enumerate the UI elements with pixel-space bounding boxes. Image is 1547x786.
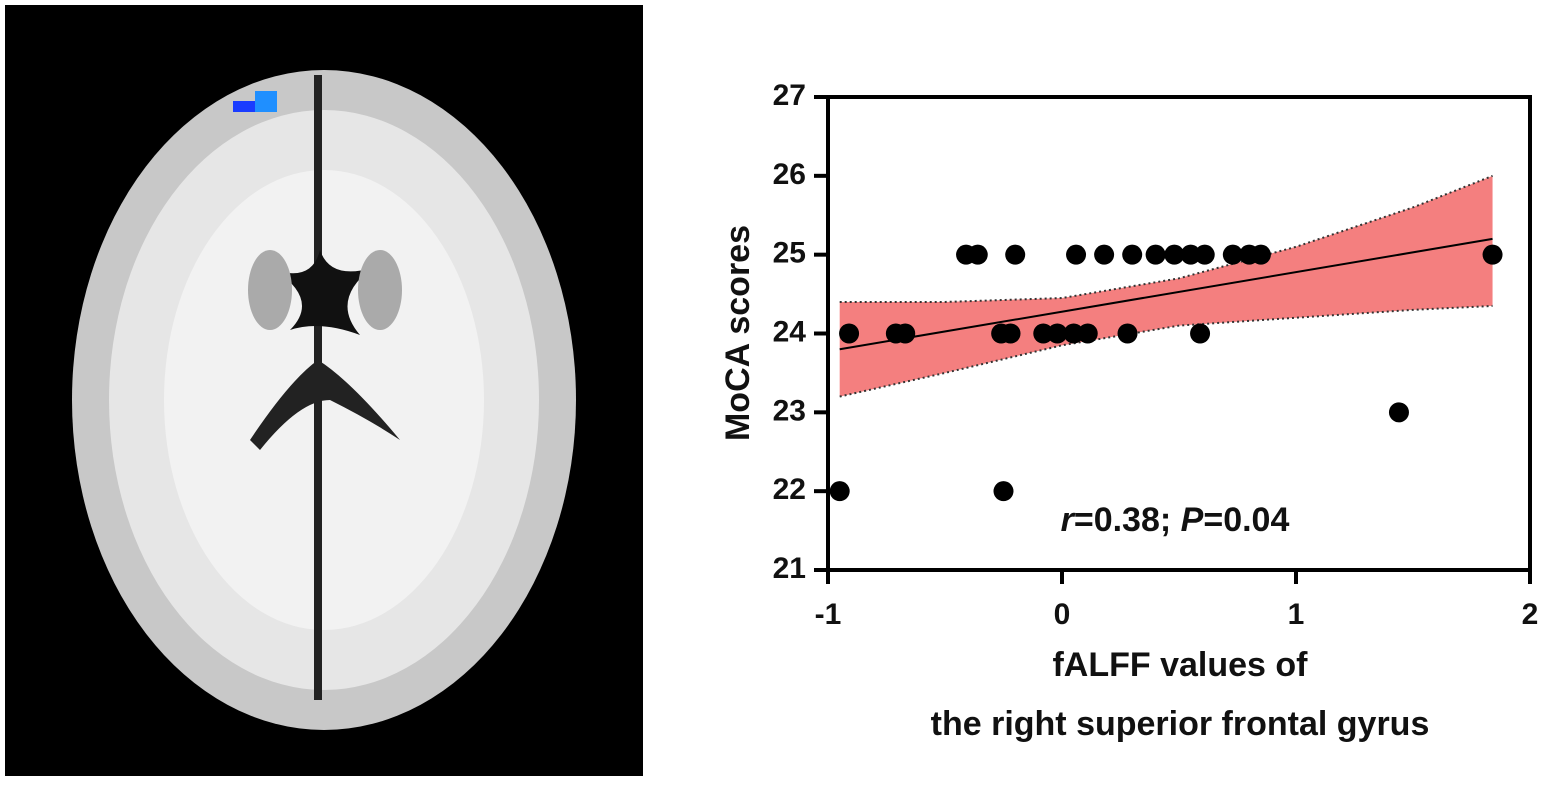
point [1063, 323, 1084, 344]
confidence-band [839, 175, 1493, 397]
annotation-part: r [1061, 501, 1076, 539]
band-lower [839, 304, 1493, 398]
point [895, 323, 916, 344]
point [1033, 323, 1054, 344]
point [1077, 323, 1098, 344]
point [1117, 323, 1138, 344]
point [1122, 244, 1143, 265]
point [1388, 402, 1409, 423]
point [1005, 244, 1026, 265]
point [1250, 244, 1271, 265]
x-tick-label: 0 [1054, 598, 1071, 631]
x-tick-label: -1 [815, 598, 842, 631]
point [993, 481, 1014, 502]
y-tick-label: 25 [773, 237, 806, 270]
brain-image [5, 5, 643, 776]
x-axis-label: the right superior frontal gyrus [931, 705, 1430, 743]
point [1194, 244, 1215, 265]
point [1145, 244, 1166, 265]
y-tick-label: 27 [773, 79, 806, 112]
y-tick-label: 21 [773, 552, 806, 585]
annotation-part: =0.04 [1203, 501, 1289, 539]
point [1066, 244, 1087, 265]
y-axis-label: MoCA scores [719, 225, 757, 441]
x-axis-label: fALFF values of [1052, 646, 1308, 684]
y-tick-label: 22 [773, 473, 806, 506]
x-tick-label: 1 [1288, 598, 1305, 631]
point [1047, 323, 1068, 344]
point [829, 481, 850, 502]
point [1000, 323, 1021, 344]
band-upper [839, 174, 1493, 303]
point [1190, 323, 1211, 344]
point [839, 323, 860, 344]
annotation-part: P [1181, 501, 1204, 539]
point [1094, 244, 1115, 265]
point [1222, 244, 1243, 265]
point [1164, 244, 1185, 265]
y-tick-label: 24 [773, 315, 807, 348]
annotation-part: =0.38; [1074, 501, 1181, 539]
x-tick-label: 2 [1522, 598, 1539, 631]
y-tick-label: 26 [773, 158, 806, 191]
annotation: r=0.38; P=0.04 [1061, 501, 1290, 539]
point [1180, 244, 1201, 265]
y-tick-label: 23 [773, 394, 806, 427]
point [1482, 244, 1503, 265]
fit-line [839, 237, 1493, 351]
point [967, 244, 988, 265]
